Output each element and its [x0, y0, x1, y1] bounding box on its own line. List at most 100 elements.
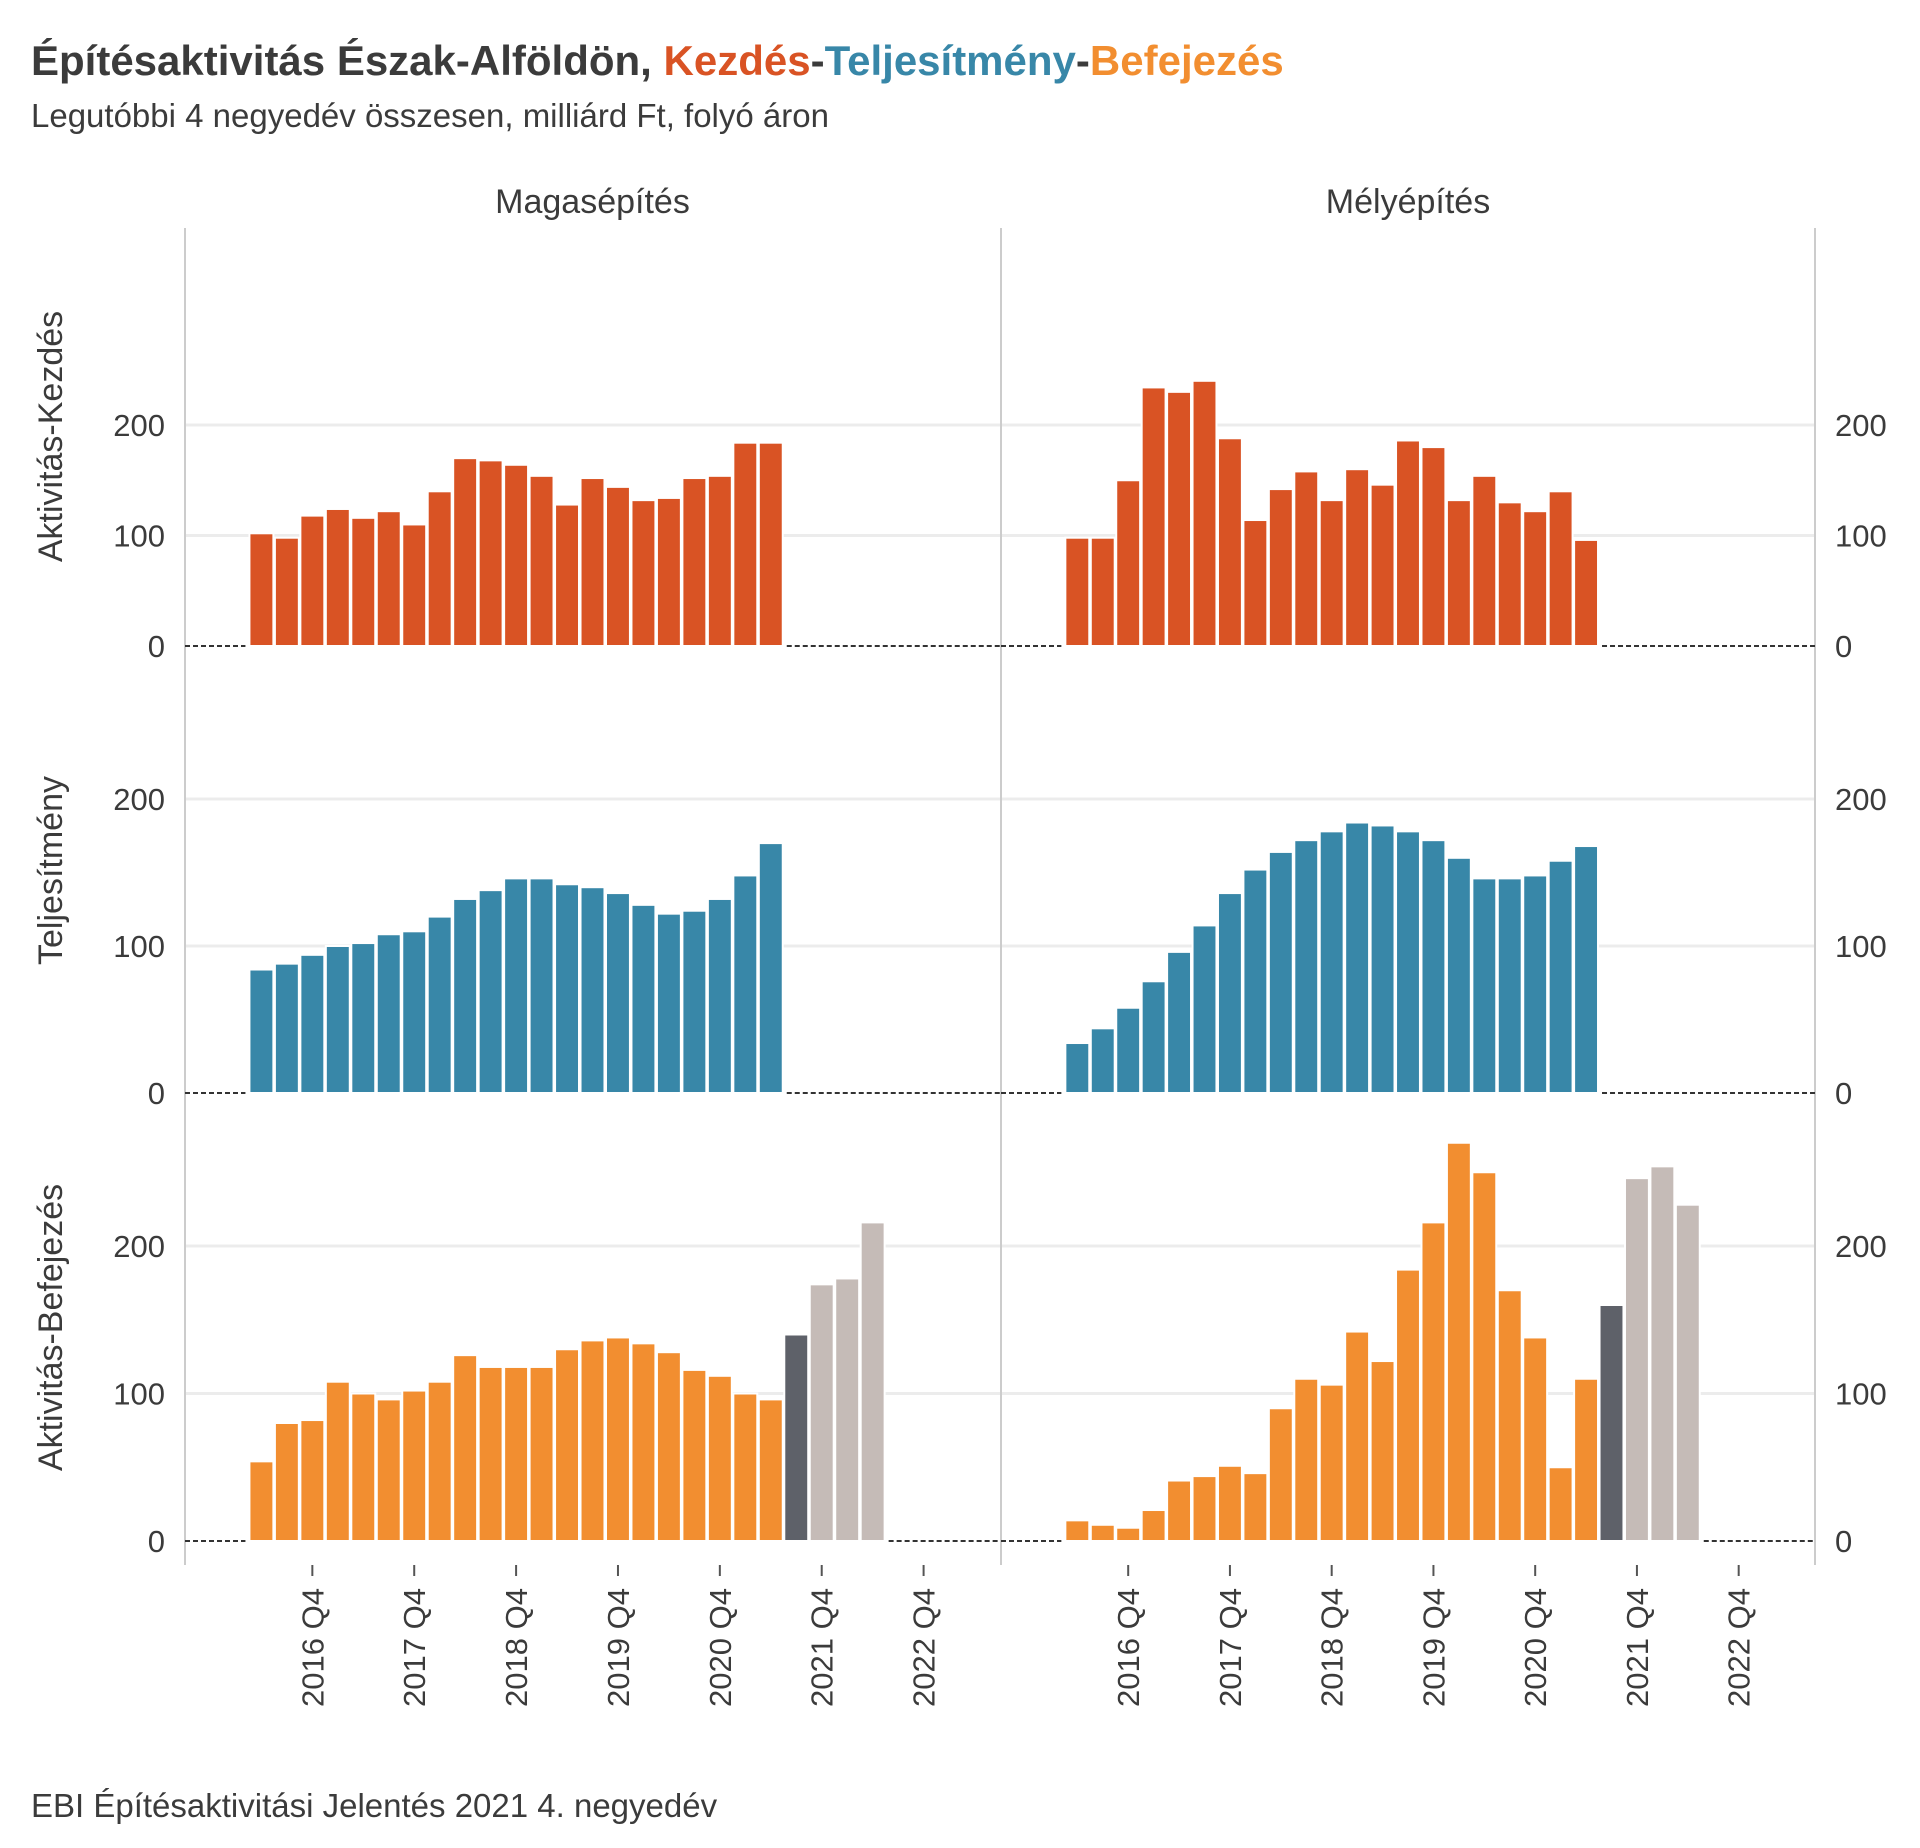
bar	[503, 877, 530, 1094]
y-tick-label-right: 200	[1835, 1229, 1887, 1264]
bar	[1115, 479, 1142, 647]
bar	[324, 507, 351, 648]
bar	[273, 1422, 300, 1542]
chart-title: Építésaktivitás Észak-Alföldön, Kezdés-T…	[31, 37, 1284, 84]
bar	[1649, 1165, 1676, 1542]
bar	[1166, 1479, 1193, 1543]
bar	[426, 915, 453, 1094]
bar	[273, 962, 300, 1095]
column-header-1: Mélyépítés	[1326, 183, 1490, 221]
panel-1-1	[1001, 821, 1815, 1095]
bar	[1267, 488, 1294, 647]
x-tick-label: 2022 Q4	[1722, 1588, 1757, 1707]
bar	[248, 532, 275, 647]
title-sep2: -	[1076, 37, 1090, 84]
y-tick-label-left: 0	[148, 1524, 165, 1559]
y-tick-label-left: 0	[148, 629, 165, 664]
bar	[1547, 1466, 1574, 1542]
y-tick-label-left: 100	[113, 929, 165, 964]
bar	[477, 889, 504, 1095]
bar	[1522, 874, 1549, 1094]
bar	[579, 477, 606, 648]
chart-caption: EBI Építésaktivitási Jelentés 2021 4. ne…	[31, 1787, 718, 1824]
bar	[630, 1342, 657, 1542]
bar	[1420, 446, 1447, 647]
bar	[503, 1365, 530, 1542]
bar	[299, 953, 326, 1094]
bar	[477, 459, 504, 647]
bar	[299, 1419, 326, 1543]
x-tick-label: 2019 Q4	[1416, 1588, 1451, 1707]
bar	[324, 1380, 351, 1542]
y-tick-label-left: 200	[113, 408, 165, 443]
bar	[503, 463, 530, 647]
row-label-2: Aktivitás-Befejezés	[32, 1184, 70, 1471]
bar	[1420, 1221, 1447, 1543]
bar	[1369, 483, 1396, 648]
x-tick-label: 2022 Q4	[907, 1588, 942, 1707]
bar	[1318, 1383, 1345, 1543]
bar	[732, 874, 759, 1094]
bar	[273, 536, 300, 648]
title-befejezes: Befejezés	[1090, 37, 1284, 84]
bar	[528, 877, 555, 1094]
bar	[1344, 821, 1371, 1095]
x-tick-label: 2020 Q4	[1518, 1588, 1553, 1707]
bar	[1166, 390, 1193, 647]
bar	[401, 1389, 428, 1543]
bar	[1140, 1509, 1167, 1543]
y-tick-label-right: 0	[1835, 629, 1852, 664]
bar	[1140, 386, 1167, 647]
y-tick-label-right: 200	[1835, 782, 1887, 817]
y-tick-label-right: 100	[1835, 1377, 1887, 1412]
y-tick-label-right: 100	[1835, 519, 1887, 554]
bar	[604, 485, 631, 647]
title-kezdes: Kezdés	[664, 37, 811, 84]
bar	[1547, 490, 1574, 647]
bar	[1369, 824, 1396, 1095]
x-tick-label: 2017 Q4	[1213, 1588, 1248, 1707]
bar	[1318, 830, 1345, 1095]
bar	[1140, 980, 1167, 1095]
bar	[1395, 439, 1421, 647]
bar	[1064, 1519, 1091, 1542]
chart-subtitle: Legutóbbi 4 negyedév összesen, milliárd …	[31, 97, 829, 134]
bar	[1267, 1407, 1294, 1542]
bar	[1293, 1377, 1320, 1542]
bar	[604, 1336, 631, 1542]
bar	[1216, 1464, 1243, 1543]
bar	[1089, 536, 1116, 648]
y-tick-label-left: 200	[113, 782, 165, 817]
bar	[1445, 1141, 1472, 1542]
title-prefix: Építésaktivitás Észak-Alföldön,	[31, 37, 664, 84]
bar	[1547, 859, 1574, 1094]
bar	[757, 842, 784, 1094]
bar	[528, 1365, 555, 1542]
bar	[859, 1221, 886, 1543]
bar	[248, 1460, 275, 1542]
panel-0-0	[185, 441, 1000, 648]
bar	[350, 1392, 377, 1542]
bar	[655, 912, 682, 1094]
panel-2-0	[185, 1221, 1000, 1543]
bar	[783, 1333, 810, 1542]
bar	[1598, 1304, 1625, 1542]
y-tick-label-right: 0	[1835, 1076, 1852, 1111]
row-label-0: Aktivitás-Kezdés	[32, 311, 70, 562]
column-header-0: Magasépítés	[495, 183, 690, 221]
bar	[1267, 850, 1294, 1094]
bar	[1369, 1360, 1396, 1543]
y-tick-label-right: 200	[1835, 408, 1887, 443]
bar	[808, 1283, 835, 1542]
y-tick-label-right: 0	[1835, 1524, 1852, 1559]
bar	[554, 1348, 581, 1542]
x-tick-label: 2018 Q4	[499, 1588, 534, 1707]
y-tick-label-left: 100	[113, 1377, 165, 1412]
bar	[554, 883, 581, 1095]
bar	[1242, 519, 1269, 648]
bar	[1471, 877, 1498, 1094]
panel-0-1	[1001, 379, 1815, 648]
bar	[1191, 379, 1218, 647]
bar	[630, 499, 657, 648]
bar	[1216, 437, 1243, 648]
